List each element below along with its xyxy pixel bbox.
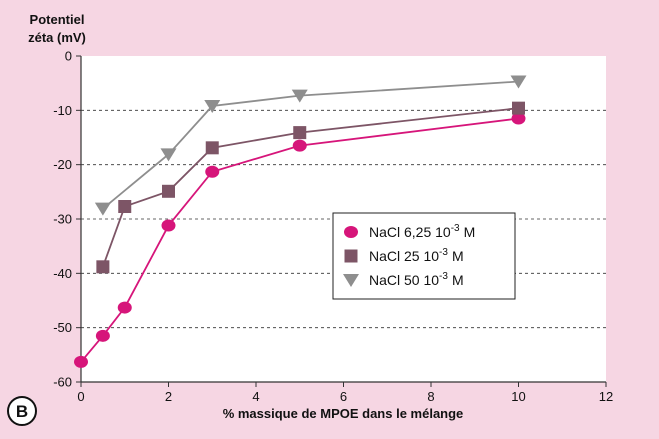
panel-badge-letter: B [16, 402, 28, 421]
y-tick-label-5: -50 [53, 320, 72, 335]
series-layer [74, 75, 527, 368]
data-point-0-6 [511, 112, 526, 125]
y-tick-label-3: -30 [53, 212, 72, 227]
x-tick-label-1: 2 [165, 389, 172, 404]
y-tick-label-4: -40 [53, 266, 72, 281]
y-tick-label-2: -20 [53, 157, 72, 172]
legend-label-main-0: NaCl 6,25 10 [369, 224, 451, 240]
legend-label-exp-1: -3 [439, 247, 448, 258]
data-point-2-2 [204, 99, 221, 113]
data-point-1-5 [512, 101, 525, 115]
series-line-1 [102, 107, 519, 268]
series-2 [94, 75, 527, 216]
legend-label-unit-1: M [452, 248, 464, 264]
y-axis-title-line-2: zéta (mV) [28, 30, 86, 45]
legend-label-unit-2: M [452, 272, 464, 288]
data-point-0-0 [74, 355, 88, 368]
data-point-0-2 [117, 301, 132, 314]
legend-marker-2 [343, 274, 359, 287]
legend-label-unit-0: M [464, 224, 476, 240]
data-point-2-0 [94, 202, 111, 216]
legend-label-exp-0: -3 [451, 223, 460, 234]
legend-label-0: NaCl 6,25 10-3 M [369, 223, 475, 240]
legend-label-1: NaCl 25 10-3 M [369, 247, 464, 264]
x-tick-label-3: 6 [340, 389, 347, 404]
y-axis-title-line-1: Potentiel [30, 12, 85, 27]
legend-item-1: NaCl 25 10-3 M [344, 247, 464, 264]
data-point-0-1 [95, 329, 110, 342]
series-0 [74, 112, 526, 368]
x-tick-label-2: 4 [252, 389, 259, 404]
data-point-0-5 [292, 139, 307, 152]
x-axis-title: % massique de MPOE dans le mélange [223, 406, 464, 421]
y-tick-label-0: 0 [65, 49, 72, 64]
data-point-1-3 [205, 141, 219, 155]
data-point-2-4 [510, 75, 527, 89]
x-tick-label-6: 12 [599, 389, 613, 404]
legend-item-0: NaCl 6,25 10-3 M [344, 223, 475, 240]
y-tick-label-1: -10 [53, 103, 72, 118]
data-point-2-1 [160, 148, 177, 162]
panel-badge: B [7, 396, 37, 426]
legend-box [332, 212, 516, 300]
legend-label-main-2: NaCl 50 10 [369, 272, 439, 288]
data-point-0-3 [161, 219, 176, 232]
x-axis-ticks: 0 2 4 6 8 10 12 [77, 382, 613, 404]
data-point-0-4 [205, 165, 220, 178]
legend-label-2: NaCl 50 10-3 M [369, 271, 464, 288]
x-tick-label-0: 0 [77, 389, 84, 404]
x-tick-label-5: 10 [511, 389, 525, 404]
y-tick-label-6: -60 [53, 375, 72, 390]
data-point-1-1 [118, 200, 132, 214]
legend-item-2: NaCl 50 10-3 M [343, 271, 464, 288]
legend-label-exp-2: -3 [439, 271, 448, 282]
series-1 [96, 101, 525, 274]
x-tick-label-4: 8 [427, 389, 434, 404]
data-point-1-2 [162, 184, 175, 198]
data-point-1-0 [96, 260, 110, 274]
data-point-1-4 [293, 126, 307, 140]
legend-marker-0 [344, 226, 358, 238]
legend-label-main-1: NaCl 25 10 [369, 248, 439, 264]
y-axis-ticks: 0 -10 -20 -30 -40 -50 -60 [53, 49, 81, 390]
data-point-2-3 [291, 89, 308, 103]
panel-badge-circle [7, 396, 37, 426]
legend-marker-1 [344, 249, 358, 263]
